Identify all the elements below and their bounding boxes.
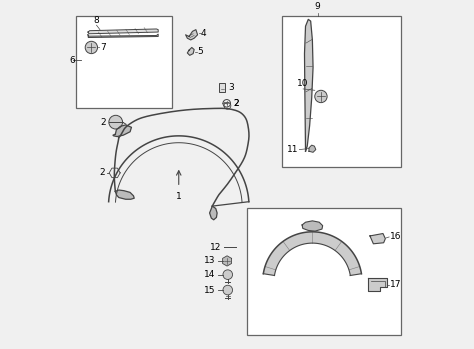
Text: 2: 2 (233, 99, 238, 108)
Polygon shape (223, 256, 231, 266)
Text: 9: 9 (315, 2, 320, 11)
Circle shape (315, 90, 327, 103)
Text: 13: 13 (204, 257, 215, 266)
Bar (76, 16, 172, 109)
Circle shape (109, 115, 123, 129)
Polygon shape (88, 29, 158, 34)
Polygon shape (309, 145, 316, 152)
Text: 2: 2 (233, 99, 238, 108)
Bar (219, 83, 225, 92)
Polygon shape (368, 278, 387, 291)
Polygon shape (88, 34, 158, 38)
Text: 7: 7 (100, 43, 106, 52)
Text: 2: 2 (100, 118, 106, 127)
Text: 4: 4 (201, 29, 207, 38)
Text: 6: 6 (69, 56, 75, 65)
Polygon shape (186, 30, 198, 40)
Polygon shape (210, 206, 217, 220)
Text: 5: 5 (197, 47, 203, 57)
Text: 3: 3 (228, 83, 234, 92)
Polygon shape (264, 232, 362, 275)
Polygon shape (304, 19, 313, 151)
Text: 8: 8 (94, 15, 100, 24)
Text: 15: 15 (204, 285, 215, 295)
Polygon shape (115, 190, 134, 199)
Circle shape (85, 41, 98, 54)
Text: 16: 16 (390, 232, 401, 242)
Polygon shape (370, 233, 385, 244)
Polygon shape (302, 221, 323, 231)
Text: 17: 17 (390, 280, 401, 289)
Text: 10: 10 (297, 79, 309, 88)
Text: 11: 11 (287, 145, 299, 154)
Text: 14: 14 (204, 270, 215, 279)
Circle shape (223, 270, 233, 280)
Circle shape (223, 285, 233, 295)
Text: 12: 12 (210, 243, 221, 252)
Polygon shape (187, 47, 194, 55)
Bar (282, 16, 401, 167)
Polygon shape (113, 125, 131, 136)
Text: 2: 2 (100, 168, 105, 177)
Bar (247, 208, 401, 335)
Text: 1: 1 (176, 192, 182, 201)
